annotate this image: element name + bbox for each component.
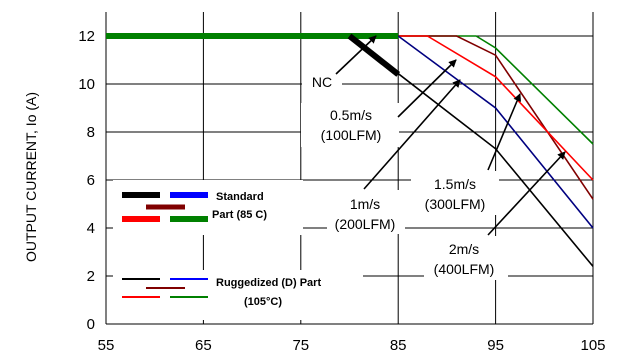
legend-label: (105°C) [244,296,282,308]
x-tick-label: 95 [487,337,504,354]
annotation-label: (300LFM) [425,196,486,212]
series-line-nc-bold [347,33,401,77]
legend-ruggedized: Ruggedized (D) Part (105°C) [113,270,363,320]
annotation-label: 0.5m/s [330,107,372,123]
legend-background [113,180,303,235]
annotation-v05: 0.5m/s (100LFM) [301,59,457,147]
annotation-box [327,190,405,234]
y-tick-label: 8 [87,124,95,141]
annotation-box [424,236,508,280]
annotation-label: NC [312,74,332,90]
x-tick-label: 85 [390,337,407,354]
legend-label: Ruggedized (D) Part [216,277,321,289]
y-tick-label: 0 [87,316,95,333]
annotations: NC 0.5m/s (100LFM) 1m/s (200LFM) 1.5m/s (300LF… [301,35,566,280]
y-tick-label: 2 [87,268,95,285]
annotation-label: (100LFM) [321,127,382,143]
tick-labels: 55 65 75 85 95 105 0 2 4 6 8 10 12 [78,28,605,354]
annotation-arrow [363,79,461,190]
annotation-v2: 2m/s (400LFM) [424,151,566,280]
x-tick-label: 75 [292,337,309,354]
annotation-arrow [397,59,457,118]
annotation-arrow [335,35,377,75]
annotation-nc: NC [302,35,377,95]
annotation-arrow [487,93,521,171]
annotation-label: 2m/s [449,241,479,257]
annotation-v15: 1.5m/s (300LFM) [411,93,521,215]
annotation-box [302,75,342,95]
annotation-v1: 1m/s (200LFM) [327,79,461,234]
annotation-label: 1.5m/s [434,176,476,192]
y-tick-label: 12 [78,28,95,45]
annotation-label: 1m/s [350,196,380,212]
y-tick-label: 6 [87,172,95,189]
y-tick-label: 4 [87,220,95,237]
annotation-arrow [487,151,566,236]
x-tick-label: 55 [98,337,115,354]
annotation-box [411,171,499,215]
legend-label: Standard [216,191,264,203]
legend-standard: Standard Part (85 C) [113,180,303,235]
y-axis-title: OUTPUT CURRENT, Io (A) [23,92,39,262]
y-tick-label: 10 [78,76,95,93]
x-tick-label: 105 [580,337,605,354]
legend: Standard Part (85 C) Ruggedized (D) Part (1… [113,180,363,320]
annotation-label: (200LFM) [335,216,396,232]
x-tick-label: 65 [195,337,212,354]
annotation-box [301,103,399,147]
legend-label: Part (85 C) [212,209,267,221]
annotation-label: (400LFM) [434,261,495,277]
